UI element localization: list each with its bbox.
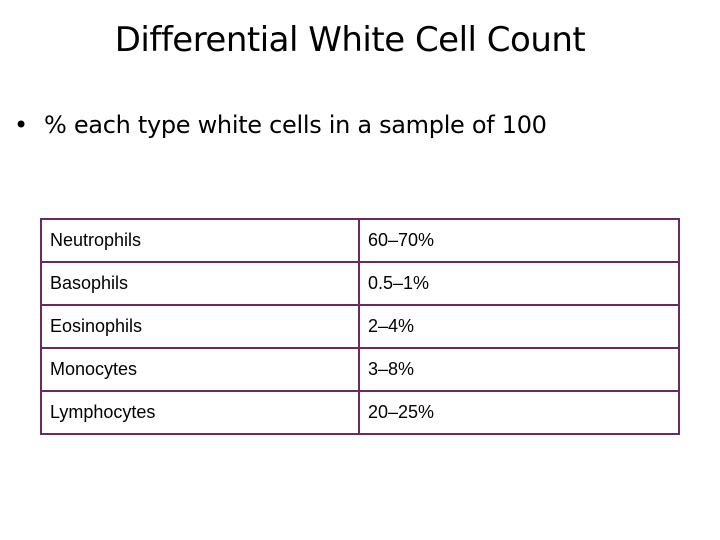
cell-range: 3–8% (358, 347, 680, 392)
bullet-marker: • (14, 111, 28, 139)
cell-type: Neutrophils (40, 218, 360, 263)
table-row: Lymphocytes 20–25% (40, 390, 680, 435)
white-cell-table: Neutrophils 60–70% Basophils 0.5–1% Eosi… (40, 218, 680, 435)
cell-range: 0.5–1% (358, 261, 680, 306)
cell-range: 60–70% (358, 218, 680, 263)
table-row: Monocytes 3–8% (40, 347, 680, 392)
slide-title: Differential White Cell Count (114, 20, 586, 60)
cell-range: 2–4% (358, 304, 680, 349)
table-row: Basophils 0.5–1% (40, 261, 680, 306)
cell-type: Basophils (40, 261, 360, 306)
cell-type: Eosinophils (40, 304, 360, 349)
cell-type: Lymphocytes (40, 390, 360, 435)
bullet-text: % each type white cells in a sample of 1… (44, 111, 547, 139)
table-row: Neutrophils 60–70% (40, 218, 680, 263)
cell-type: Monocytes (40, 347, 360, 392)
cell-range: 20–25% (358, 390, 680, 435)
table-row: Eosinophils 2–4% (40, 304, 680, 349)
bullet-point: • % each type white cells in a sample of … (14, 108, 704, 142)
